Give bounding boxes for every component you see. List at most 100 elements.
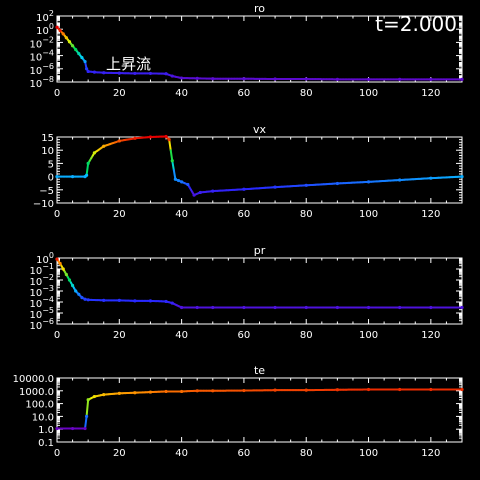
panel-title: pr: [254, 244, 266, 257]
y-tick-label: 100: [36, 22, 54, 37]
series-segment: [168, 138, 172, 152]
data-point: [186, 182, 190, 187]
data-point: [273, 185, 277, 189]
data-point: [180, 180, 184, 184]
data-point: [148, 299, 153, 303]
data-point: [211, 77, 215, 81]
data-point: [429, 305, 433, 310]
data-point: [429, 387, 433, 392]
data-point: [58, 261, 62, 266]
data-point: [242, 305, 246, 310]
data-point: [70, 426, 75, 431]
series-te: [55, 387, 464, 431]
data-point: [211, 389, 215, 393]
y-tick-label: 10−2: [29, 35, 54, 50]
data-point: [133, 299, 137, 303]
x-tick-label: 100: [359, 330, 378, 341]
data-point: [335, 305, 339, 310]
data-point: [117, 391, 121, 395]
series-segment: [84, 415, 88, 430]
data-point: [242, 77, 246, 81]
data-point: [398, 178, 402, 182]
x-tick-label: 60: [238, 209, 251, 220]
data-point: [192, 193, 196, 197]
y-tick-label: 10−6: [29, 317, 54, 332]
x-tick-label: 20: [113, 209, 126, 220]
data-point: [80, 55, 84, 60]
data-point: [102, 393, 106, 397]
data-point: [55, 426, 59, 431]
data-point: [92, 70, 96, 74]
x-tick-label: 80: [300, 448, 313, 459]
x-tick-label: 0: [54, 330, 60, 341]
data-point: [304, 77, 308, 81]
data-point: [170, 301, 174, 305]
data-point: [335, 77, 339, 81]
data-point: [86, 161, 90, 165]
data-point: [164, 72, 168, 76]
y-tick-label: 10−5: [29, 306, 54, 321]
series-ro: [55, 25, 464, 81]
x-tick-label: 40: [175, 448, 188, 459]
data-point: [211, 189, 215, 193]
data-point: [176, 178, 181, 183]
data-point: [80, 296, 84, 300]
data-point: [273, 305, 277, 310]
y-tick-label: 10−1: [29, 262, 54, 277]
plot-frame: [56, 257, 463, 325]
data-point: [55, 25, 59, 29]
data-point: [273, 388, 277, 392]
data-point: [77, 292, 81, 296]
x-tick-label: 40: [175, 88, 188, 99]
x-tick-label: 80: [300, 209, 313, 220]
y-tick-label: 1000.0: [19, 387, 54, 398]
data-point: [180, 389, 184, 394]
data-point: [83, 59, 87, 64]
series-pr: [55, 257, 464, 310]
data-point: [273, 77, 277, 81]
panel-te: te 0 20 40 60 80 100 120 10000.0 1000.0 100.010.0 1…: [13, 364, 464, 459]
x-tick-label: 20: [113, 448, 126, 459]
data-point: [398, 77, 402, 81]
data-point: [460, 305, 464, 310]
data-point: [74, 48, 78, 52]
data-point: [83, 426, 87, 431]
data-point: [366, 305, 371, 310]
x-tick-label: 100: [359, 209, 378, 220]
data-point: [164, 389, 168, 394]
panel-vx: vx 0 20 40 60 80 100 120 15 10 5 0 −5 −10: [33, 123, 464, 220]
y-tick-label: 10.0: [32, 412, 54, 423]
data-point: [170, 74, 174, 78]
data-point: [84, 414, 89, 418]
panel-title: vx: [253, 123, 267, 136]
data-point: [170, 159, 174, 163]
x-tick-label: 120: [421, 209, 440, 220]
data-point: [242, 187, 246, 191]
time-label: t=2.000: [375, 12, 457, 36]
data-point: [335, 388, 339, 392]
plot-frame: [56, 136, 463, 204]
data-point: [133, 71, 137, 76]
x-tick-label: 20: [113, 88, 126, 99]
data-point: [195, 76, 199, 80]
data-point: [67, 278, 72, 282]
x-tick-label: 120: [421, 448, 440, 459]
data-point: [366, 387, 371, 392]
data-point: [429, 77, 433, 81]
data-point: [366, 77, 371, 81]
data-point: [55, 175, 59, 179]
x-tick-label: 60: [238, 88, 251, 99]
y-tick-label: 100: [36, 251, 54, 266]
series-vx: [55, 134, 464, 197]
data-point: [133, 391, 137, 395]
data-point: [117, 139, 121, 143]
data-point: [102, 71, 106, 75]
x-tick-label: 40: [175, 209, 188, 220]
data-point: [92, 394, 96, 399]
data-point: [70, 44, 75, 48]
data-point: [429, 176, 433, 180]
y-tick-label: 10−2: [29, 273, 54, 288]
data-point: [83, 297, 87, 301]
